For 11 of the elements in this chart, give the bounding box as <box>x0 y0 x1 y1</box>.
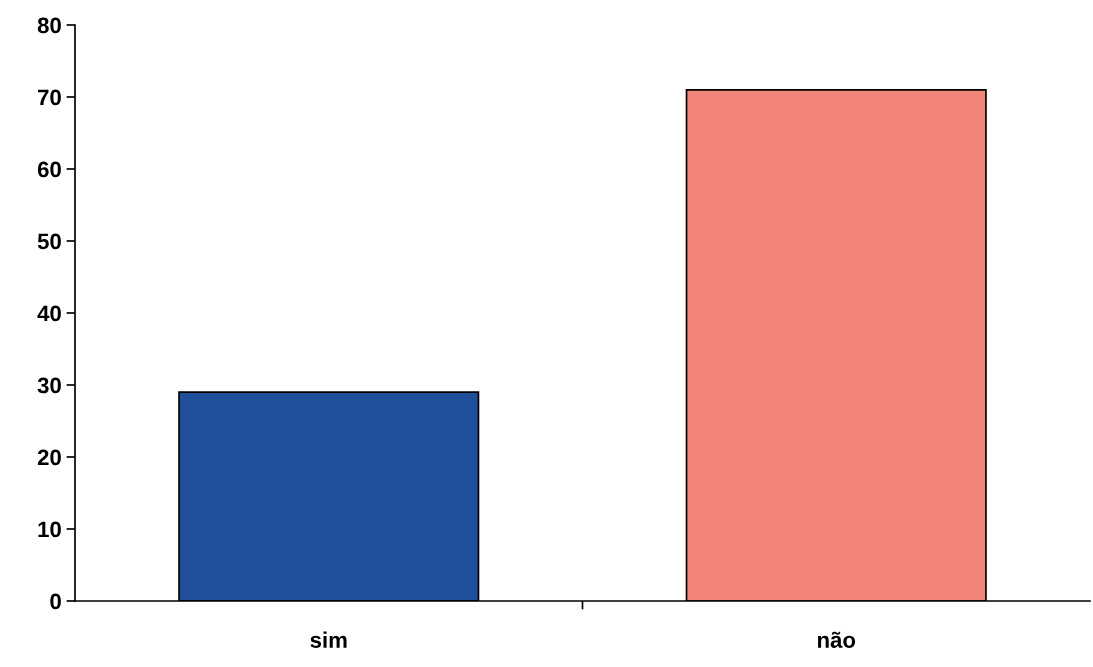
y-tick-label: 60 <box>37 161 61 178</box>
y-tick-label: 20 <box>37 449 61 466</box>
y-tick-label: 70 <box>38 89 61 106</box>
x-tick-label: sim <box>310 631 347 648</box>
x-tick-label: não <box>817 631 856 648</box>
y-tick-label: 30 <box>37 377 61 394</box>
y-tick-label: 10 <box>38 521 61 538</box>
y-tick-label: 0 <box>50 593 61 610</box>
y-tick-label: 50 <box>37 233 61 250</box>
y-tick-label: 40 <box>37 305 61 322</box>
y-tick-label: 80 <box>37 17 61 34</box>
